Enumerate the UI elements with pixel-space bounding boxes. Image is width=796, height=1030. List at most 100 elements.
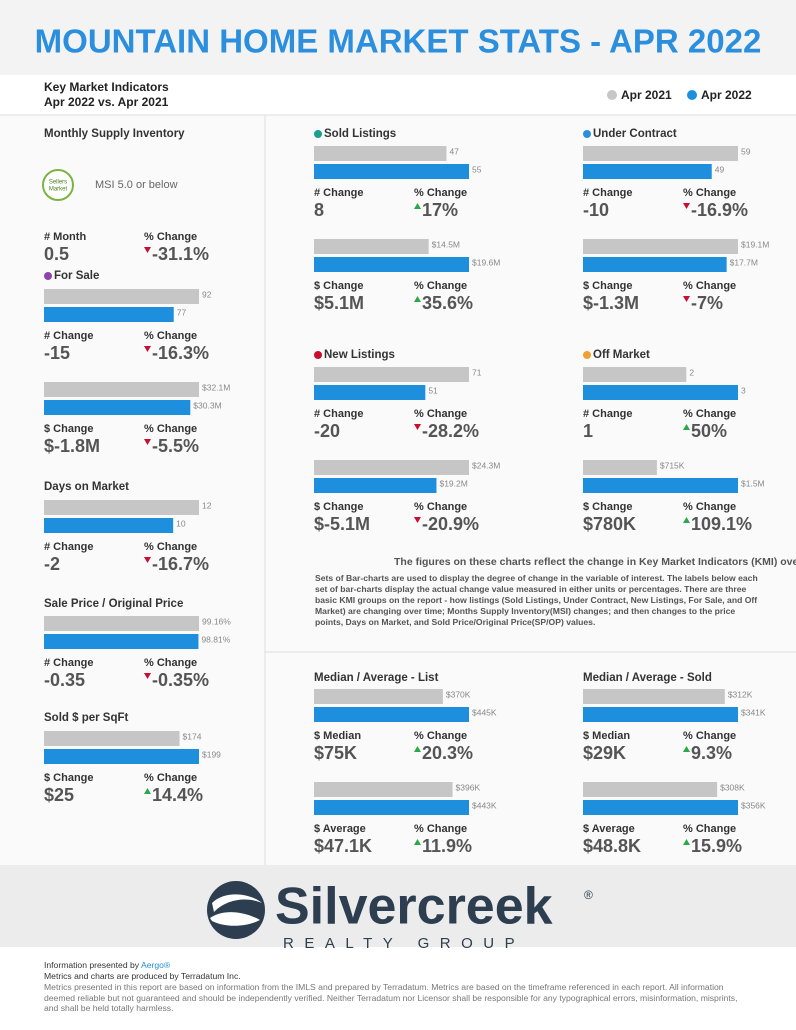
bar-label: 47	[449, 146, 459, 156]
stat-label: % Change	[683, 730, 736, 742]
arrow-down	[414, 517, 421, 523]
stat-label: # Month	[44, 231, 86, 243]
stat-value: $-5.1M	[314, 514, 370, 534]
bar	[583, 478, 738, 493]
bar-label: 49	[715, 164, 725, 174]
bar	[583, 257, 727, 272]
panel-title: Median / Average - List	[314, 672, 439, 684]
stat-value: 1	[583, 421, 593, 441]
stat-pct: 50%	[691, 421, 727, 441]
panel-title: Off Market	[593, 349, 650, 361]
stat-label: # Change	[44, 541, 94, 553]
stat-label: % Change	[414, 823, 467, 835]
bar	[314, 385, 426, 400]
stat-label: % Change	[144, 423, 197, 435]
stat-label: % Change	[144, 541, 197, 553]
bar	[44, 400, 191, 415]
stat-label: $ Median	[583, 730, 630, 742]
stat-label: # Change	[44, 330, 94, 342]
panel-title: New Listings	[324, 349, 395, 361]
stat-pct: -5.5%	[152, 436, 199, 456]
bar	[583, 460, 657, 475]
stat-label: $ Average	[583, 823, 635, 835]
bar-label: $199	[202, 749, 221, 759]
bar-label: $308K	[720, 782, 745, 792]
panel-dot	[583, 351, 591, 359]
stat-pct: 20.3%	[422, 743, 473, 763]
stat-label: % Change	[414, 408, 467, 420]
bar	[314, 367, 469, 382]
stat-label: % Change	[683, 823, 736, 835]
bar	[44, 731, 180, 746]
stat-pct: -20.9%	[422, 514, 479, 534]
panel-dot	[314, 130, 322, 138]
stat-pct: -0.35%	[152, 670, 209, 690]
stat-label: $ Change	[583, 280, 633, 292]
bar	[44, 307, 174, 322]
bar	[44, 749, 199, 764]
arrow-up	[683, 746, 690, 752]
legend-label: Apr 2022	[701, 88, 752, 102]
bar	[583, 689, 725, 704]
bar	[44, 634, 199, 649]
stat-label: % Change	[144, 772, 197, 784]
bar-label: $445K	[472, 707, 497, 717]
bar	[583, 146, 738, 161]
badge	[42, 169, 74, 201]
bar-label: $396K	[456, 782, 481, 792]
arrow-down	[683, 296, 690, 302]
bar-label: $17.7M	[730, 257, 758, 267]
bar-label: $370K	[446, 689, 471, 699]
arrow-down	[683, 203, 690, 209]
logo-icon	[207, 881, 265, 939]
bar-label: 99.16%	[202, 616, 231, 626]
stat-pct: 35.6%	[422, 293, 473, 313]
panel-title: Median / Average - Sold	[583, 672, 712, 684]
bar-label: 55	[472, 164, 482, 174]
stat-label: % Change	[683, 280, 736, 292]
stat-value: -0.35	[44, 670, 85, 690]
stat-label: $ Change	[44, 772, 94, 784]
logo-swoosh	[210, 912, 260, 926]
panel-dot	[44, 272, 52, 280]
bar-label: $30.3M	[193, 400, 221, 410]
stat-value: $48.8K	[583, 836, 641, 856]
stat-label: % Change	[144, 657, 197, 669]
arrow-down	[144, 673, 151, 679]
bar	[314, 478, 437, 493]
legend-swatch	[607, 90, 617, 100]
stat-value: 8	[314, 200, 324, 220]
badge-text: Sellers	[49, 180, 67, 186]
panel-title: Monthly Supply Inventory	[44, 128, 185, 140]
bar	[44, 616, 199, 631]
bar	[583, 367, 687, 382]
logo-swoosh	[212, 894, 262, 912]
bar	[44, 518, 174, 533]
bar	[314, 257, 469, 272]
badge-text: Market	[49, 187, 68, 193]
stat-label: $ Median	[314, 730, 361, 742]
bar-label: $312K	[728, 689, 753, 699]
stat-value: $-1.8M	[44, 436, 100, 456]
panel-title: Under Contract	[593, 128, 677, 140]
bar-label: $14.5M	[432, 239, 460, 249]
stat-label: $ Change	[314, 501, 364, 513]
stat-label: $ Change	[583, 501, 633, 513]
stat-pct: -16.9%	[691, 200, 748, 220]
stat-label: # Change	[583, 408, 633, 420]
bar-label: $19.2M	[439, 478, 467, 488]
arrow-down	[144, 439, 151, 445]
stat-pct: 17%	[422, 200, 458, 220]
panel-title: Sale Price / Original Price	[44, 598, 183, 610]
footer-line: Metrics and charts are produced by Terra…	[44, 971, 241, 981]
bar	[583, 385, 738, 400]
bar-label: 71	[472, 367, 482, 377]
stat-value: 0.5	[44, 244, 69, 264]
stat-value: $25	[44, 785, 74, 805]
bar-label: 98.81%	[201, 634, 230, 644]
arrow-down	[144, 557, 151, 563]
bar	[44, 289, 199, 304]
description-heading: The figures on these charts reflect the …	[394, 556, 796, 568]
bar-label: 3	[741, 385, 746, 395]
subtitle: Apr 2022 vs. Apr 2021	[44, 95, 169, 109]
